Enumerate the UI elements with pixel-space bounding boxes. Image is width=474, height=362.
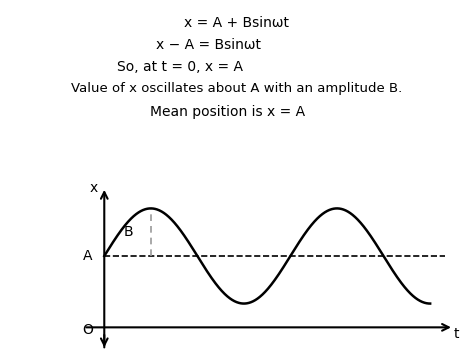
Text: Mean position is x = A: Mean position is x = A: [150, 105, 305, 119]
Text: B: B: [124, 225, 133, 239]
Text: t: t: [454, 328, 460, 341]
Text: So, at t = 0, x = A: So, at t = 0, x = A: [117, 60, 243, 74]
Text: O: O: [82, 323, 93, 337]
Text: x = A + Bsinωt: x = A + Bsinωt: [184, 16, 290, 30]
Text: x − A = Bsinωt: x − A = Bsinωt: [156, 38, 261, 52]
Text: A: A: [83, 249, 93, 263]
Text: Value of x oscillates about A with an amplitude B.: Value of x oscillates about A with an am…: [72, 82, 402, 95]
Text: x: x: [90, 181, 98, 195]
